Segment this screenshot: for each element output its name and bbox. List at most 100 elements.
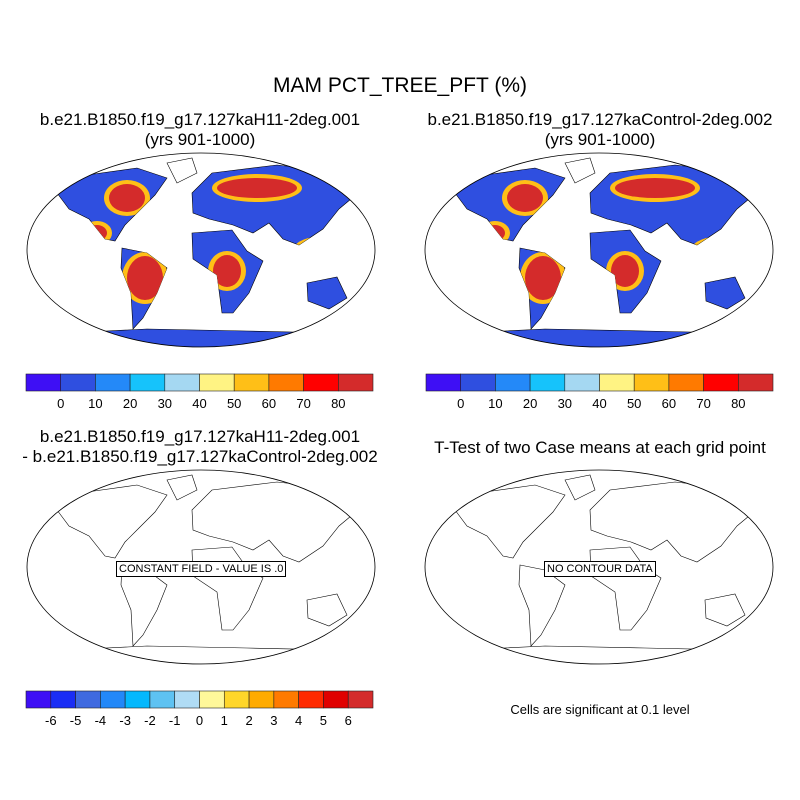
colorbar-label: 0: [196, 713, 203, 728]
tree-cover-patch: [611, 255, 639, 287]
colorbar-label: 70: [296, 396, 310, 411]
land-eurasia: [589, 481, 762, 563]
colorbar-box: [60, 373, 96, 392]
panel3-title: b.e21.B1850.f19_g17.127kaH11-2deg.001: [39, 427, 361, 446]
map-border: [424, 152, 774, 348]
land-eurasia: [191, 481, 364, 563]
colorbar-label: -4: [95, 713, 107, 728]
colorbar-box: [337, 373, 374, 392]
colorbar-label: 50: [627, 396, 641, 411]
colorbar-label: 0: [57, 396, 64, 411]
land-australia: [704, 276, 746, 310]
colorbar-box: [223, 690, 250, 709]
colorbar-box: [95, 373, 131, 392]
colorbar-box: [737, 373, 774, 392]
tree-cover-patch: [525, 256, 561, 300]
tree-cover-patch: [480, 221, 510, 245]
map-border: [26, 152, 376, 348]
colorbar-label: 20: [523, 396, 537, 411]
colorbar-label: -6: [45, 713, 57, 728]
tree-cover-patch: [217, 178, 297, 198]
colorbar-box: [529, 373, 566, 392]
colorbar-case2: 0 10 20 30 40 50 60 70 80: [425, 373, 774, 411]
land-south-america: [120, 564, 168, 647]
colorbar-label: 30: [558, 396, 572, 411]
map-case1: [26, 152, 376, 348]
land-north-america: [454, 484, 566, 559]
colorbar-box: [298, 690, 324, 709]
panel2-title: b.e21.B1850.f19_g17.127kaControl-2deg.00…: [427, 110, 773, 129]
colorbar-label: -1: [169, 713, 181, 728]
map-border: [26, 469, 376, 665]
colorbar-difference: -6 -5 -4 -3 -2 -1 0 1 2 3 4 5 6: [25, 690, 374, 728]
tree-cover-patch: [690, 237, 740, 269]
panel4-footer: Cells are significant at 0.1 level: [510, 702, 690, 717]
colorbar-box: [25, 690, 52, 709]
colorbar-box: [633, 373, 670, 392]
colorbar-label: 0: [457, 396, 464, 411]
colorbar-box: [248, 690, 275, 709]
colorbar-label: 3: [270, 713, 277, 728]
map-border: [424, 469, 774, 665]
tree-cover-patch: [109, 184, 145, 212]
colorbar-box: [323, 690, 349, 709]
colorbar-box: [273, 690, 299, 709]
land-australia: [306, 276, 348, 310]
tree-cover-patch: [485, 225, 505, 241]
tree-cover-patch: [615, 178, 695, 198]
colorbar-box: [460, 373, 496, 392]
colorbar-label: 60: [262, 396, 276, 411]
colorbar-box: [303, 373, 339, 392]
colorbar-box: [347, 690, 374, 709]
colorbar-box: [425, 373, 462, 392]
colorbar-box: [703, 373, 739, 392]
panel4-title: T-Test of two Case means at each grid po…: [434, 438, 766, 457]
tree-cover-patch: [297, 241, 337, 265]
land-australia: [306, 593, 348, 627]
land-north-america: [56, 484, 168, 559]
map-case2: [424, 152, 774, 348]
colorbar-box: [233, 373, 270, 392]
land-africa: [191, 546, 264, 631]
colorbar-box: [75, 690, 101, 709]
colorbar-box: [668, 373, 704, 392]
colorbar-box: [129, 373, 166, 392]
colorbar-box: [495, 373, 531, 392]
colorbar-label: 10: [88, 396, 102, 411]
colorbar-label: 60: [662, 396, 676, 411]
colorbar-box: [100, 690, 126, 709]
panel3-subtitle: - b.e21.B1850.f19_g17.127kaControl-2deg.…: [22, 447, 378, 466]
tree-cover-patch: [127, 256, 163, 300]
colorbar-label: 80: [731, 396, 745, 411]
panel1-subtitle: (yrs 901-1000): [144, 130, 256, 149]
colorbar-label: 6: [345, 713, 352, 728]
colorbar-box: [199, 690, 225, 709]
tree-cover-patch: [695, 241, 735, 265]
colorbar-box: [199, 373, 235, 392]
colorbar-box: [174, 690, 200, 709]
tree-cover-patch: [82, 221, 112, 245]
colorbar-box: [564, 373, 600, 392]
figure-title: MAM PCT_TREE_PFT (%): [273, 74, 527, 97]
colorbar-box: [599, 373, 635, 392]
colorbar-box: [268, 373, 304, 392]
colorbar-label: 40: [592, 396, 606, 411]
panel4-annotation: NO CONTOUR DATA: [544, 561, 656, 577]
colorbar-box: [25, 373, 62, 392]
colorbar-label: 20: [123, 396, 137, 411]
colorbar-label: 2: [245, 713, 252, 728]
tree-cover-patch: [507, 184, 543, 212]
colorbar-label: 70: [696, 396, 710, 411]
land-antarctica: [46, 645, 368, 664]
panel1-title: b.e21.B1850.f19_g17.127kaH11-2deg.001: [39, 110, 361, 129]
colorbar-label: 80: [331, 396, 345, 411]
tree-cover-patch: [213, 255, 241, 287]
colorbar-label: 1: [221, 713, 228, 728]
coastline-greenland: [564, 157, 596, 184]
colorbar-box: [50, 690, 76, 709]
panel3-annotation: CONSTANT FIELD - VALUE IS .0: [116, 561, 287, 577]
land-antarctica: [46, 328, 368, 347]
colorbar-label: 4: [295, 713, 302, 728]
